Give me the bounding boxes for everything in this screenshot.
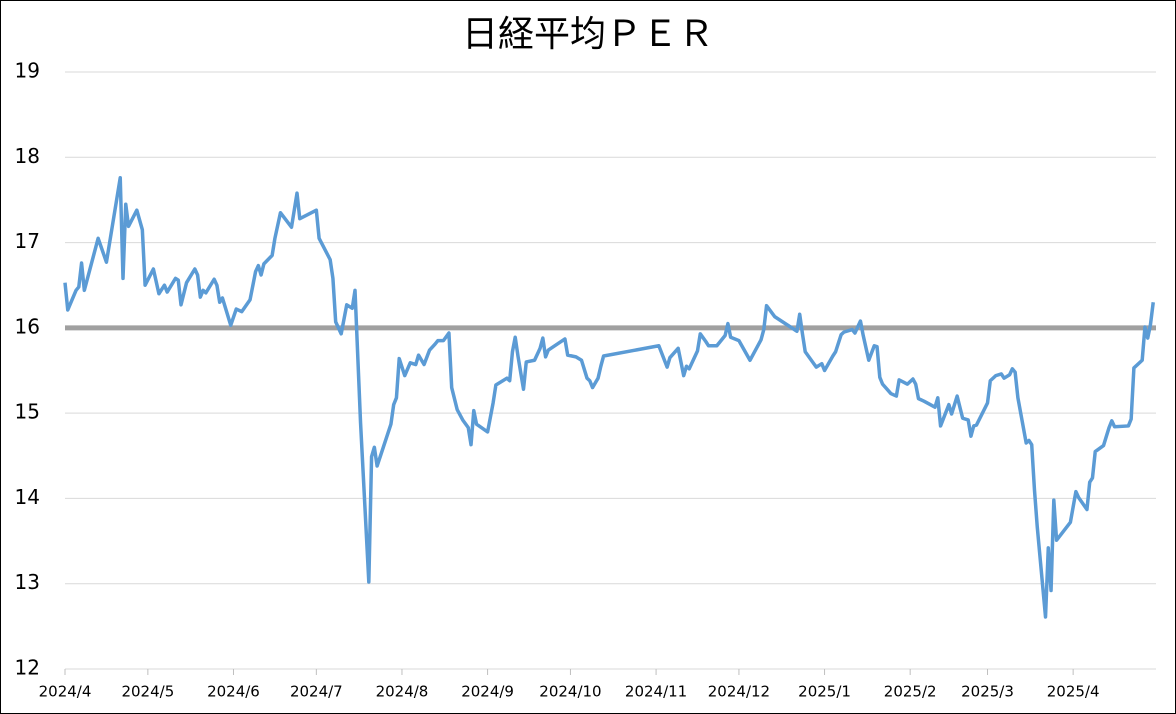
y-tick-label: 19 — [15, 59, 40, 83]
x-tick-label: 2025/1 — [798, 683, 851, 701]
x-tick-label: 2024/10 — [539, 683, 601, 701]
y-tick-label: 12 — [15, 656, 40, 680]
y-tick-label: 17 — [15, 229, 40, 253]
y-tick-label: 18 — [15, 144, 40, 168]
data-line — [63, 176, 1155, 619]
x-tick-label: 2024/11 — [625, 683, 687, 701]
x-tick-label: 2024/8 — [376, 683, 429, 701]
x-tick-label: 2024/5 — [121, 683, 174, 701]
y-tick-label: 14 — [15, 485, 40, 509]
x-tick-label: 2024/4 — [39, 683, 92, 701]
y-tick-label: 15 — [15, 400, 40, 424]
y-tick-label: 16 — [15, 314, 40, 338]
x-tick-label: 2025/3 — [961, 683, 1014, 701]
x-tick-label: 2025/4 — [1047, 683, 1100, 701]
x-tick-label: 2025/2 — [884, 683, 937, 701]
x-tick-label: 2024/6 — [207, 683, 260, 701]
x-tick-label: 2024/7 — [290, 683, 343, 701]
x-tick-label: 2024/12 — [708, 683, 770, 701]
y-tick-label: 13 — [15, 570, 40, 594]
x-tick-label: 2024/9 — [461, 683, 514, 701]
chart-title: 日経平均ＰＥＲ — [462, 14, 714, 55]
